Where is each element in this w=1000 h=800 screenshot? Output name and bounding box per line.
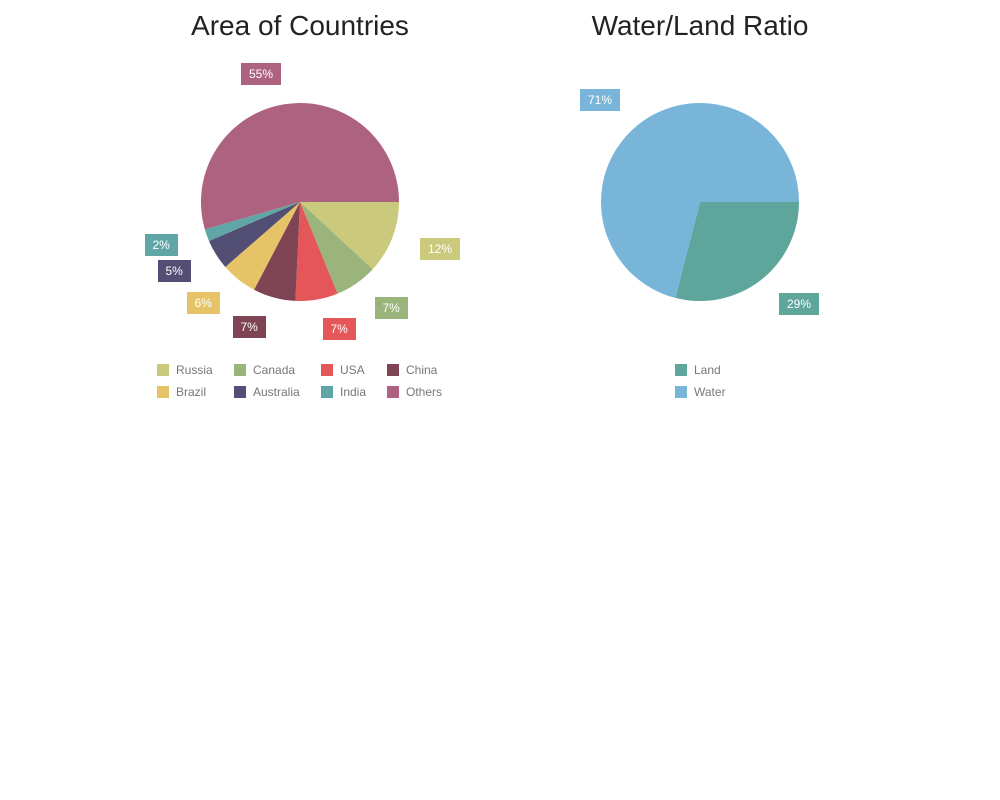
chart-title-water-land-ratio: Water/Land Ratio xyxy=(591,10,809,41)
legend-swatch-others xyxy=(387,386,399,398)
pie-slice-india[interactable] xyxy=(204,202,300,241)
data-label-russia: 12% xyxy=(420,238,461,260)
data-label-canada: 7% xyxy=(374,297,408,319)
data-label-water: 71% xyxy=(580,89,621,111)
pie-slice-land[interactable] xyxy=(675,202,799,302)
legend-item-usa[interactable]: USA xyxy=(321,363,365,377)
legend-label-usa: USA xyxy=(340,363,365,377)
legend-swatch-land xyxy=(675,364,687,376)
data-label-land: 29% xyxy=(779,293,820,315)
legend-swatch-canada xyxy=(234,364,246,376)
pie-slice-canada[interactable] xyxy=(300,202,373,294)
legend-swatch-india xyxy=(321,386,333,398)
legend-swatch-water xyxy=(675,386,687,398)
legend-label-australia: Australia xyxy=(253,385,300,399)
data-label-usa: 7% xyxy=(322,318,356,340)
legend-label-russia: Russia xyxy=(176,363,213,377)
legend-swatch-china xyxy=(387,364,399,376)
legend-item-land[interactable]: Land xyxy=(675,363,721,377)
data-label-india: 2% xyxy=(144,234,178,256)
data-label-brazil: 6% xyxy=(186,292,220,314)
legend-label-brazil: Brazil xyxy=(176,385,207,399)
legend-label-canada: Canada xyxy=(253,363,296,377)
legend-swatch-australia xyxy=(234,386,246,398)
data-label-others: 55% xyxy=(241,63,282,85)
legend-label-china: China xyxy=(406,363,438,377)
legend-item-india[interactable]: India xyxy=(321,385,366,399)
legend-item-australia[interactable]: Australia xyxy=(234,385,300,399)
pie-slice-others[interactable] xyxy=(201,103,399,230)
legend-item-water[interactable]: Water xyxy=(675,385,726,399)
pie-slice-usa[interactable] xyxy=(295,202,338,301)
chart-title-area-of-countries: Area of Countries xyxy=(191,10,409,41)
legend-item-china[interactable]: China xyxy=(387,363,437,377)
legend-item-brazil[interactable]: Brazil xyxy=(157,385,206,399)
legend-swatch-russia xyxy=(157,364,169,376)
data-label-australia: 5% xyxy=(157,260,191,282)
legend-label-others: Others xyxy=(406,385,443,399)
pie-slice-brazil[interactable] xyxy=(225,202,300,290)
data-label-china: 7% xyxy=(232,316,266,338)
legend-swatch-usa xyxy=(321,364,333,376)
legend-item-others[interactable]: Others xyxy=(387,385,442,399)
legend-item-canada[interactable]: Canada xyxy=(234,363,295,377)
pie-slice-china[interactable] xyxy=(254,202,300,301)
legend-label-india: India xyxy=(340,385,367,399)
legend-item-russia[interactable]: Russia xyxy=(157,363,213,377)
pie-slice-australia[interactable] xyxy=(208,202,300,267)
pie-slice-russia[interactable] xyxy=(300,202,399,270)
legend-swatch-brazil xyxy=(157,386,169,398)
legend-label-water: Water xyxy=(694,385,726,399)
legend-label-land: Land xyxy=(694,363,721,377)
pie-slice-water[interactable] xyxy=(600,103,799,298)
